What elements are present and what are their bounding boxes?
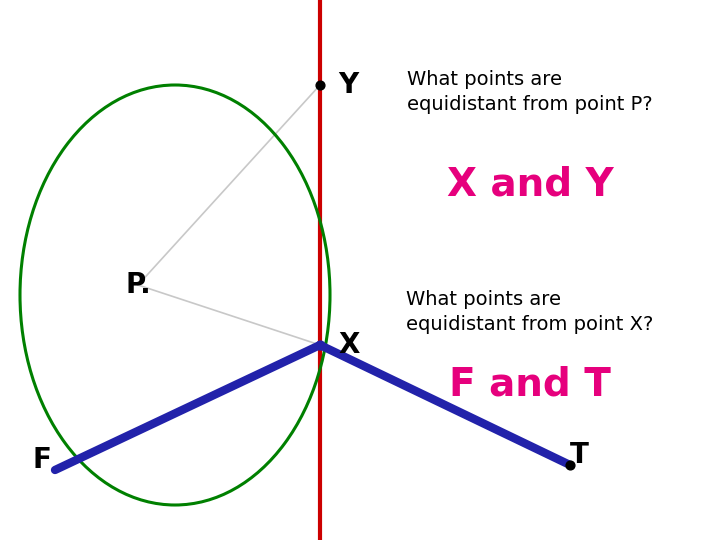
Point xyxy=(314,80,325,89)
Text: X and Y: X and Y xyxy=(446,166,613,204)
Text: P.: P. xyxy=(125,271,151,299)
Text: What points are
equidistant from point P?: What points are equidistant from point P… xyxy=(408,70,653,114)
Point xyxy=(314,341,325,349)
Text: What points are
equidistant from point X?: What points are equidistant from point X… xyxy=(406,290,654,334)
Point xyxy=(564,461,576,469)
Text: Y: Y xyxy=(338,71,359,99)
Text: F: F xyxy=(32,446,51,474)
Text: T: T xyxy=(570,441,589,469)
Text: F and T: F and T xyxy=(449,366,611,404)
Text: X: X xyxy=(338,331,359,359)
